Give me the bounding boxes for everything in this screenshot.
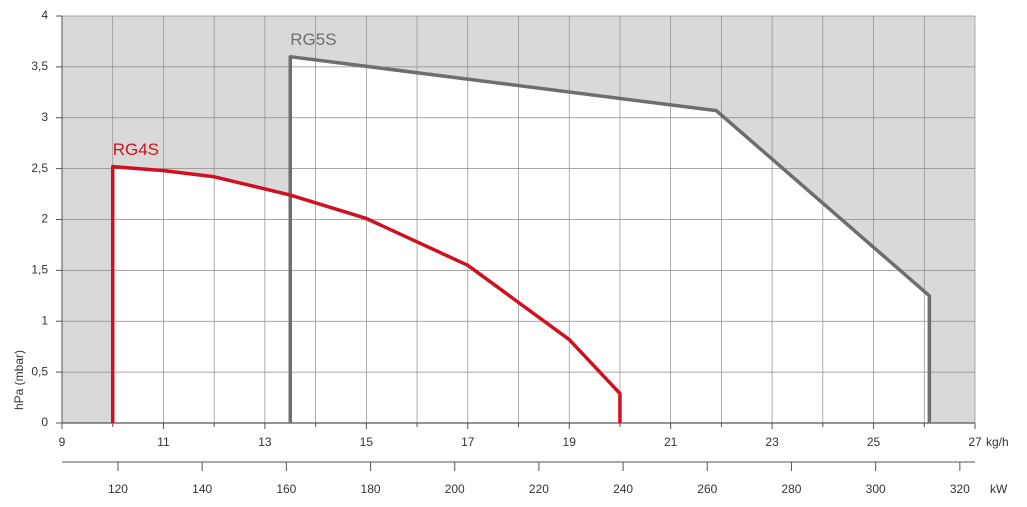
x2-tick-label: 280 bbox=[781, 482, 801, 496]
x-tick-label: 9 bbox=[59, 435, 66, 449]
x-axis-label: kg/h bbox=[986, 435, 1009, 449]
x2-tick-label: 180 bbox=[361, 482, 381, 496]
y-tick-label: 0,5 bbox=[31, 364, 48, 378]
x2-axis-label: kW bbox=[990, 482, 1008, 496]
x2-tick-label: 240 bbox=[613, 482, 633, 496]
x2-tick-label: 120 bbox=[108, 482, 128, 496]
y-tick-label: 0 bbox=[41, 415, 48, 429]
y-tick-label: 1 bbox=[41, 313, 48, 327]
y-tick-label: 3 bbox=[41, 110, 48, 124]
y-axis-label: hPa (mbar) bbox=[12, 350, 26, 410]
series-label: RG4S bbox=[113, 140, 159, 159]
x-tick-label: 19 bbox=[563, 435, 577, 449]
y-tick-label: 4 bbox=[41, 8, 48, 22]
x2-tick-label: 320 bbox=[950, 482, 970, 496]
x2-tick-label: 260 bbox=[697, 482, 717, 496]
series-label: RG5S bbox=[290, 30, 336, 49]
y-tick-label: 1,5 bbox=[31, 263, 48, 277]
x-tick-label: 13 bbox=[258, 435, 272, 449]
y-tick-label: 2,5 bbox=[31, 161, 48, 175]
y-tick-label: 2 bbox=[41, 212, 48, 226]
x2-tick-label: 140 bbox=[192, 482, 212, 496]
x-tick-label: 17 bbox=[461, 435, 475, 449]
x-tick-label: 21 bbox=[664, 435, 678, 449]
x-tick-label: 25 bbox=[867, 435, 881, 449]
y-tick-label: 3,5 bbox=[31, 59, 48, 73]
x-tick-label: 11 bbox=[157, 435, 170, 449]
x-tick-label: 27 bbox=[968, 435, 982, 449]
x2-tick-label: 160 bbox=[276, 482, 296, 496]
x-tick-label: 23 bbox=[765, 435, 779, 449]
x-tick-label: 15 bbox=[360, 435, 374, 449]
envelope-line bbox=[110, 164, 622, 423]
x2-tick-label: 300 bbox=[866, 482, 886, 496]
envelope-line bbox=[288, 54, 932, 423]
x2-tick-label: 200 bbox=[445, 482, 465, 496]
x2-tick-label: 220 bbox=[529, 482, 549, 496]
